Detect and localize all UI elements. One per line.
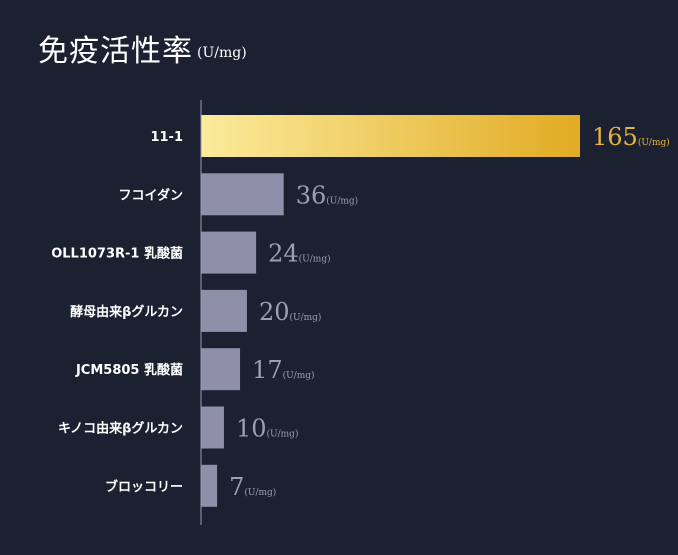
bar — [201, 173, 284, 216]
value-unit: (U/mg) — [244, 487, 276, 498]
category-label: 11-1 — [150, 130, 183, 145]
bar — [201, 464, 218, 507]
value-number: 24 — [268, 240, 299, 268]
value-unit: (U/mg) — [289, 312, 321, 323]
value-number: 17 — [252, 356, 283, 384]
category-label: 酵母由来βグルカン — [70, 304, 183, 320]
value-number: 7 — [229, 473, 244, 501]
value-label: 10(U/mg) — [236, 415, 298, 443]
value-number: 10 — [236, 415, 267, 443]
value-unit: (U/mg) — [283, 370, 315, 381]
bar — [201, 406, 224, 449]
chart-title-text: 免疫活性率 — [38, 34, 193, 69]
value-number: 36 — [296, 181, 327, 209]
category-label: JCM5805 乳酸菌 — [75, 362, 183, 378]
chart-title: 免疫活性率 (U/mg) — [38, 26, 247, 70]
value-label: 36(U/mg) — [296, 181, 358, 209]
category-label: ブロッコリー — [105, 479, 183, 495]
category-label: OLL1073R-1 乳酸菌 — [51, 246, 183, 262]
chart-title-unit: (U/mg) — [197, 45, 247, 61]
value-number: 20 — [259, 298, 290, 326]
bar — [201, 231, 257, 274]
value-unit: (U/mg) — [638, 137, 670, 148]
bar — [201, 289, 247, 332]
value-label: 24(U/mg) — [268, 240, 330, 268]
value-label: 165(U/mg) — [592, 123, 670, 151]
bar — [201, 348, 241, 391]
value-unit: (U/mg) — [299, 254, 331, 265]
value-number: 165 — [592, 123, 638, 151]
value-label: 7(U/mg) — [229, 473, 276, 501]
category-label: フコイダン — [119, 187, 183, 203]
bars-group: 11-1 165(U/mg)フコイダン 36(U/mg)OLL1073R-1 乳酸菌… — [51, 115, 670, 507]
value-unit: (U/mg) — [267, 429, 299, 440]
category-label: キノコ由来βグルカン — [58, 421, 183, 437]
value-unit: (U/mg) — [326, 195, 358, 206]
bar-highlight — [201, 115, 580, 157]
value-label: 20(U/mg) — [259, 298, 321, 326]
value-label: 17(U/mg) — [252, 356, 314, 384]
